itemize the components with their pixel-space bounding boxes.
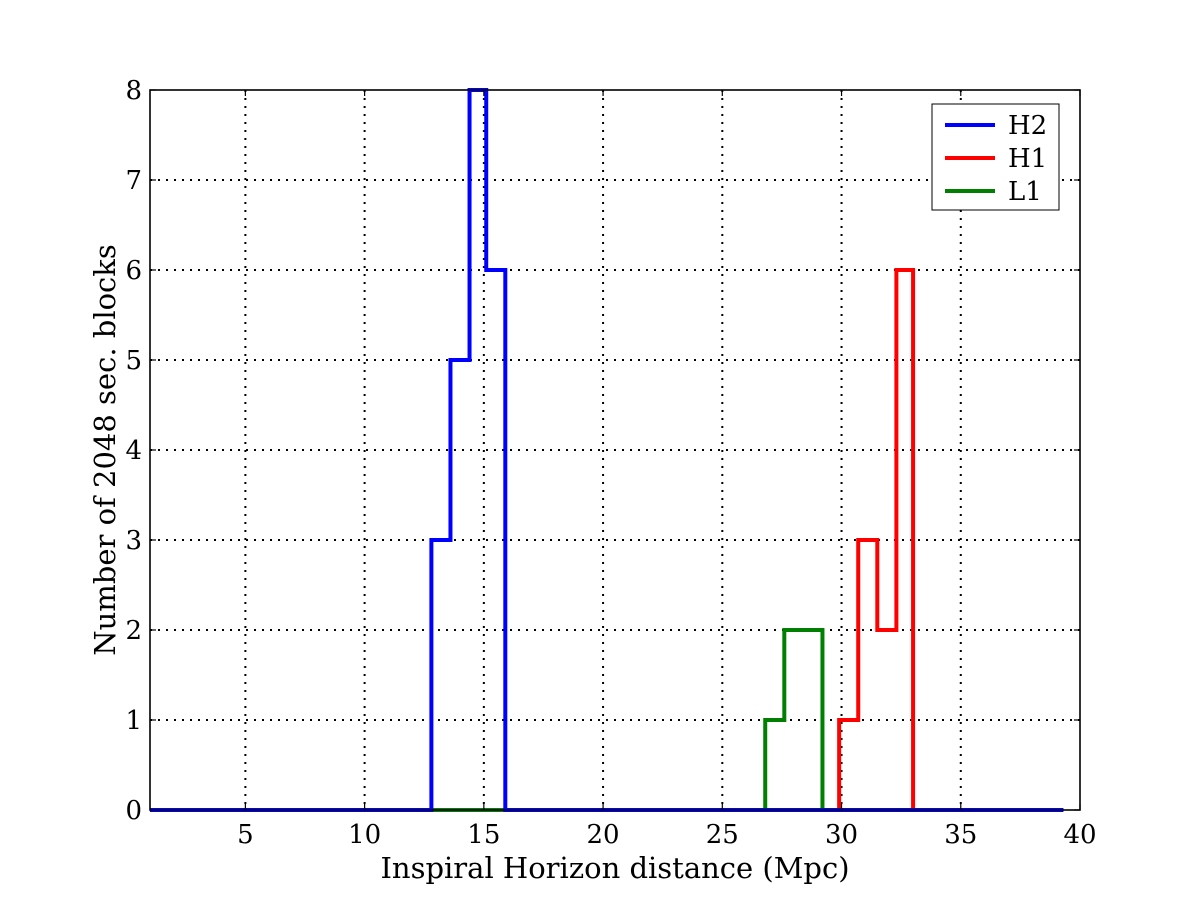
legend: H2 H1 L1 bbox=[931, 103, 1060, 211]
x-tick-label: 30 bbox=[825, 820, 858, 850]
axis-ticks bbox=[150, 89, 1081, 811]
x-tick-label: 25 bbox=[706, 820, 739, 850]
y-tick-label: 1 bbox=[125, 706, 142, 736]
series-line-l1 bbox=[150, 628, 1064, 812]
y-axis-title: Number of 2048 sec. blocks bbox=[88, 244, 122, 656]
series-layer bbox=[150, 88, 1064, 812]
y-tick-label: 0 bbox=[125, 796, 142, 826]
y-tick-label: 3 bbox=[125, 526, 142, 556]
x-tick-label: 35 bbox=[944, 820, 977, 850]
x-tick-label: 5 bbox=[237, 820, 254, 850]
series-line-h2 bbox=[150, 88, 1064, 812]
y-tick-label: 7 bbox=[125, 166, 142, 196]
x-tick-label: 20 bbox=[587, 820, 620, 850]
legend-label-h1: H1 bbox=[1008, 144, 1047, 174]
x-tick-label: 15 bbox=[467, 820, 500, 850]
legend-label-h2: H2 bbox=[1008, 111, 1047, 141]
y-tick-label: 2 bbox=[125, 616, 142, 646]
y-tick-labels: 0 1 2 3 4 5 6 7 8 bbox=[125, 76, 142, 826]
grid-lines bbox=[150, 90, 1080, 810]
y-tick-label: 5 bbox=[125, 346, 142, 376]
x-tick-labels: 5 10 15 20 25 30 35 40 bbox=[237, 820, 1096, 850]
y-tick-label: 6 bbox=[125, 256, 142, 286]
legend-label-l1: L1 bbox=[1008, 177, 1042, 207]
x-tick-label: 10 bbox=[348, 820, 381, 850]
y-tick-label: 8 bbox=[125, 76, 142, 106]
x-tick-label: 40 bbox=[1063, 820, 1096, 850]
series-line-h1 bbox=[765, 268, 1064, 812]
y-tick-label: 4 bbox=[125, 436, 142, 466]
x-axis-title: Inspiral Horizon distance (Mpc) bbox=[380, 851, 849, 885]
